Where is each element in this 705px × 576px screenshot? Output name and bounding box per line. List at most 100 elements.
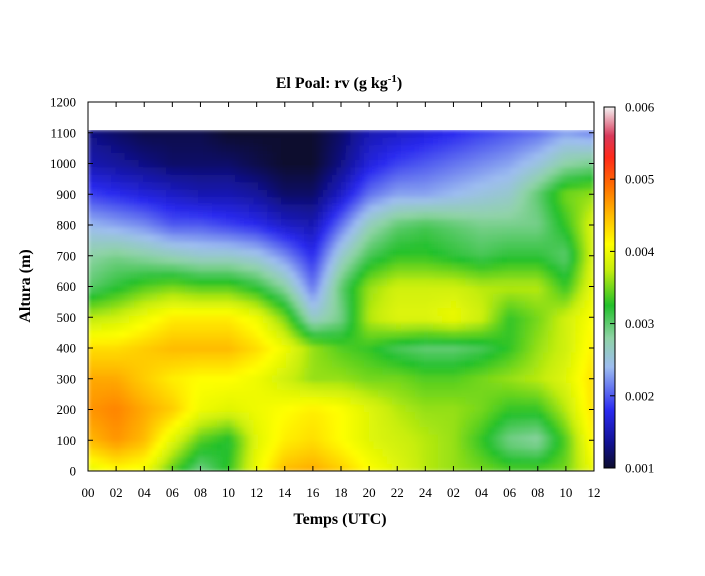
heatmap-cell <box>189 255 195 264</box>
heatmap-cell <box>405 218 411 227</box>
heatmap-cell <box>414 330 420 339</box>
heatmap-cell <box>304 255 310 264</box>
heatmap-cell <box>428 203 434 212</box>
heatmap-cell <box>290 285 296 294</box>
heatmap-cell <box>281 203 287 212</box>
heatmap-cell <box>184 255 190 264</box>
heatmap-cell <box>566 240 572 249</box>
heatmap-cell <box>258 426 264 435</box>
heatmap-cell <box>433 307 439 316</box>
heatmap-cell <box>207 166 213 175</box>
heatmap-cell <box>249 203 255 212</box>
heatmap-cell <box>552 359 558 368</box>
heatmap-cell <box>359 359 365 368</box>
heatmap-cell <box>446 144 452 153</box>
heatmap-cell <box>520 226 526 235</box>
heatmap-cell <box>111 159 117 168</box>
heatmap-cell <box>511 307 517 316</box>
heatmap-cell <box>584 426 590 435</box>
heatmap-cell <box>235 137 241 146</box>
heatmap-cell <box>157 300 163 309</box>
heatmap-cell <box>548 419 554 428</box>
heatmap-cell <box>138 285 144 294</box>
heatmap-cell <box>377 278 383 287</box>
heatmap-cell <box>129 181 135 190</box>
heatmap-cell <box>134 130 140 138</box>
heatmap-cell <box>442 285 448 294</box>
heatmap-cell <box>460 166 466 175</box>
heatmap-cell <box>474 181 480 190</box>
heatmap-cell <box>433 396 439 405</box>
heatmap-cell <box>175 196 181 205</box>
heatmap-cell <box>437 255 443 264</box>
heatmap-cell <box>442 248 448 257</box>
heatmap-cell <box>267 330 273 339</box>
heatmap-cell <box>239 441 245 450</box>
heatmap-cell <box>175 374 181 383</box>
heatmap-cell <box>460 300 466 309</box>
heatmap-cell <box>221 285 227 294</box>
heatmap-cell <box>364 367 370 376</box>
heatmap-cell <box>221 144 227 153</box>
heatmap-cell <box>258 218 264 227</box>
heatmap-cell <box>97 292 103 301</box>
heatmap-cell <box>382 218 388 227</box>
heatmap-cell <box>124 411 130 420</box>
heatmap-cell <box>502 151 508 160</box>
heatmap-cell <box>396 263 402 272</box>
heatmap-cell <box>111 285 117 294</box>
heatmap-cell <box>134 456 140 465</box>
heatmap-cell <box>313 448 319 457</box>
heatmap-cell <box>566 352 572 361</box>
heatmap-cell <box>267 352 273 361</box>
heatmap-cell <box>129 463 135 471</box>
heatmap-cell <box>557 322 563 331</box>
heatmap-cell <box>253 292 259 301</box>
heatmap-cell <box>124 130 130 138</box>
heatmap-cell <box>529 189 535 198</box>
heatmap-cell <box>456 248 462 257</box>
heatmap-cell <box>157 441 163 450</box>
heatmap-cell <box>235 315 241 324</box>
heatmap-cell <box>92 337 98 346</box>
heatmap-cell <box>235 211 241 220</box>
heatmap-cell <box>92 389 98 398</box>
heatmap-cell <box>203 315 209 324</box>
heatmap-cell <box>157 211 163 220</box>
heatmap-cell <box>92 263 98 272</box>
heatmap-cell <box>423 389 429 398</box>
heatmap-cell <box>377 389 383 398</box>
heatmap-cell <box>548 396 554 405</box>
heatmap-cell <box>497 285 503 294</box>
heatmap-cell <box>272 441 278 450</box>
heatmap-cell <box>244 396 250 405</box>
heatmap-cell <box>285 404 291 413</box>
heatmap-cell <box>488 196 494 205</box>
heatmap-cell <box>88 226 94 235</box>
heatmap-cell <box>198 151 204 160</box>
heatmap-cell <box>97 159 103 168</box>
heatmap-cell <box>299 322 305 331</box>
heatmap-cell <box>387 292 393 301</box>
heatmap-cell <box>575 233 581 242</box>
heatmap-cell <box>203 159 209 168</box>
heatmap-cell <box>419 196 425 205</box>
heatmap-cell <box>529 441 535 450</box>
heatmap-cell <box>147 433 153 442</box>
heatmap-cell <box>262 396 268 405</box>
heatmap-cell <box>419 359 425 368</box>
heatmap-cell <box>253 330 259 339</box>
heatmap-cell <box>166 307 172 316</box>
heatmap-cell <box>308 426 314 435</box>
heatmap-cell <box>460 270 466 279</box>
heatmap-cell <box>189 389 195 398</box>
heatmap-cell <box>451 166 457 175</box>
heatmap-cell <box>230 419 236 428</box>
heatmap-cell <box>433 211 439 220</box>
heatmap-cell <box>143 159 149 168</box>
heatmap-cell <box>538 240 544 249</box>
heatmap-cell <box>469 248 475 257</box>
heatmap-cell <box>157 315 163 324</box>
heatmap-cell <box>267 278 273 287</box>
heatmap-cell <box>442 307 448 316</box>
